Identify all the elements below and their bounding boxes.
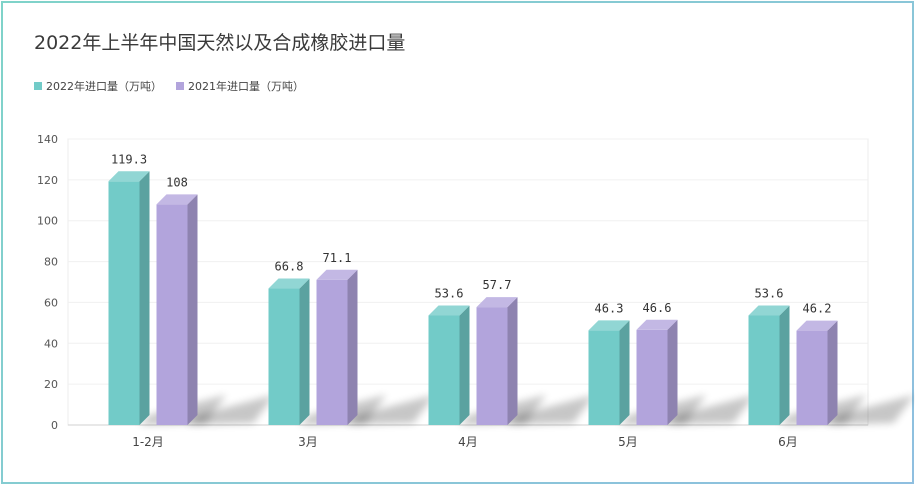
data-label: 66.8: [275, 260, 304, 274]
bar-front: [108, 181, 140, 425]
bar-side: [459, 305, 470, 425]
data-label: 46.6: [643, 301, 672, 315]
y-tick-label: 0: [51, 419, 58, 432]
bar-side: [299, 278, 310, 425]
bar-side: [187, 194, 198, 425]
legend-item-2022: 2022年进口量（万吨）: [34, 78, 162, 94]
legend: 2022年进口量（万吨） 2021年进口量（万吨）: [34, 78, 304, 94]
bar-side: [507, 297, 518, 425]
bar-front: [268, 288, 300, 425]
bar-front: [588, 330, 620, 425]
legend-label-2021: 2021年进口量（万吨）: [188, 80, 304, 93]
bar-top: [316, 269, 358, 280]
bar-shadow: [187, 394, 275, 425]
x-tick-label: 3月: [298, 435, 318, 449]
x-tick-label: 1-2月: [132, 435, 164, 449]
bar-front: [748, 315, 780, 425]
y-tick-label: 20: [44, 378, 58, 391]
bar-shadow: [507, 394, 595, 425]
y-tick-label: 40: [44, 337, 58, 350]
bar-shadow: [347, 394, 435, 425]
legend-item-2021: 2021年进口量（万吨）: [176, 78, 304, 94]
x-tick-label: 6月: [778, 435, 798, 449]
bar-top: [476, 297, 518, 308]
chart-title: 2022年上半年中国天然以及合成橡胶进口量: [34, 32, 406, 54]
bar-front: [156, 204, 188, 425]
data-label: 46.2: [803, 302, 832, 316]
legend-swatch-2021: [176, 82, 184, 90]
data-label: 53.6: [435, 287, 464, 301]
bar-front: [636, 329, 668, 425]
x-tick-label: 4月: [458, 435, 478, 449]
bar-side: [619, 320, 630, 425]
legend-label-2022: 2022年进口量（万吨）: [46, 80, 162, 93]
bar-shadow: [827, 394, 915, 425]
data-label: 53.6: [755, 287, 784, 301]
bar-top: [268, 278, 310, 289]
bar-side: [827, 320, 838, 425]
bar-front: [796, 330, 828, 425]
data-label: 46.3: [595, 301, 624, 315]
bar-side: [779, 305, 790, 425]
bar-top: [636, 319, 678, 330]
bar-top: [748, 305, 790, 316]
bar-top: [796, 320, 838, 331]
data-label: 108: [166, 175, 188, 189]
legend-swatch-2022: [34, 82, 42, 90]
data-label: 71.1: [323, 251, 352, 265]
bar-shadow: [667, 394, 755, 425]
bar-top: [588, 320, 630, 331]
y-tick-label: 80: [44, 256, 58, 269]
bar-front: [316, 279, 348, 425]
bar-front: [476, 307, 508, 425]
y-tick-label: 120: [37, 174, 58, 187]
y-tick-label: 100: [37, 215, 58, 228]
bar-side: [347, 269, 358, 425]
bar-top: [156, 194, 198, 205]
bar-top: [428, 305, 470, 316]
data-label: 57.7: [483, 278, 512, 292]
bar-side: [667, 319, 678, 425]
bar-front: [428, 315, 460, 425]
bar-top: [108, 171, 150, 182]
y-tick-label: 60: [44, 296, 58, 309]
y-tick-label: 140: [37, 133, 58, 146]
bar-side: [139, 171, 150, 425]
x-tick-label: 5月: [618, 435, 638, 449]
data-label: 119.3: [111, 152, 147, 166]
